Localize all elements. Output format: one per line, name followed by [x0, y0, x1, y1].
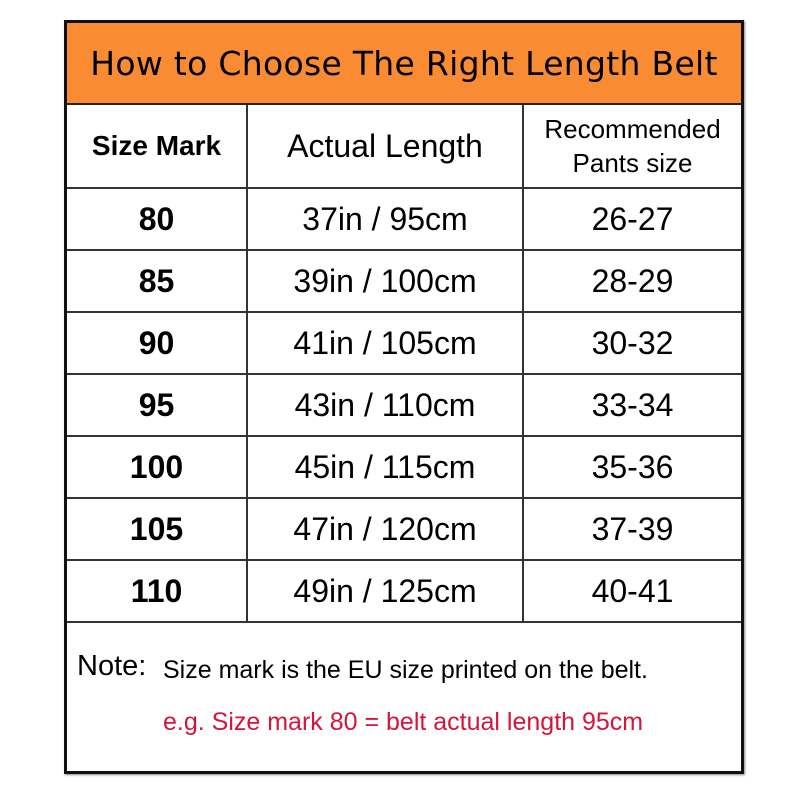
actual-length-cell: 37in / 95cm — [246, 187, 524, 251]
pants-size-cell: 35-36 — [522, 435, 741, 499]
chart-title: How to Choose The Right Length Belt — [67, 23, 741, 105]
note-text: Size mark is the EU size printed on the … — [163, 656, 648, 684]
actual-length-cell: 47in / 120cm — [246, 497, 524, 561]
table-row: 100 45in / 115cm 35-36 — [67, 435, 741, 499]
size-mark-cell: 90 — [67, 311, 248, 375]
actual-length-cell: 43in / 110cm — [246, 373, 524, 437]
actual-length-cell: 39in / 100cm — [246, 249, 524, 313]
size-mark-cell: 85 — [67, 249, 248, 313]
note-example: e.g. Size mark 80 = belt actual length 9… — [163, 708, 644, 736]
actual-length-cell: 49in / 125cm — [246, 559, 524, 623]
table-row: 80 37in / 95cm 26-27 — [67, 187, 741, 251]
actual-length-cell: 45in / 115cm — [246, 435, 524, 499]
note-section: Note: Size mark is the EU size printed o… — [67, 626, 741, 771]
size-mark-cell: 110 — [67, 559, 248, 623]
actual-length-cell: 41in / 105cm — [246, 311, 524, 375]
header-pants-size: Pants size — [572, 148, 693, 178]
size-table: Size Mark Actual Length Recommended Pants… — [67, 105, 741, 623]
pants-size-cell: 30-32 — [522, 311, 741, 375]
size-mark-cell: 80 — [67, 187, 248, 251]
table-row: 95 43in / 110cm 33-34 — [67, 373, 741, 437]
table-row: 110 49in / 125cm 40-41 — [67, 559, 741, 623]
header-size-mark: Size Mark — [67, 105, 248, 189]
size-mark-cell: 105 — [67, 497, 248, 561]
pants-size-cell: 26-27 — [522, 187, 741, 251]
note-label: Note: — [77, 650, 147, 682]
size-mark-cell: 95 — [67, 373, 248, 437]
pants-size-cell: 37-39 — [522, 497, 741, 561]
table-row: 90 41in / 105cm 30-32 — [67, 311, 741, 375]
header-row: Size Mark Actual Length Recommended Pants… — [67, 105, 741, 189]
size-mark-cell: 100 — [67, 435, 248, 499]
belt-size-chart: How to Choose The Right Length Belt Size… — [64, 20, 744, 774]
table-row: 105 47in / 120cm 37-39 — [67, 497, 741, 561]
header-recommended-pants-size: Recommended Pants size — [522, 105, 741, 189]
header-recommended: Recommended — [544, 114, 721, 144]
pants-size-cell: 40-41 — [522, 559, 741, 623]
header-actual-length: Actual Length — [246, 105, 524, 189]
pants-size-cell: 28-29 — [522, 249, 741, 313]
pants-size-cell: 33-34 — [522, 373, 741, 437]
table-row: 85 39in / 100cm 28-29 — [67, 249, 741, 313]
